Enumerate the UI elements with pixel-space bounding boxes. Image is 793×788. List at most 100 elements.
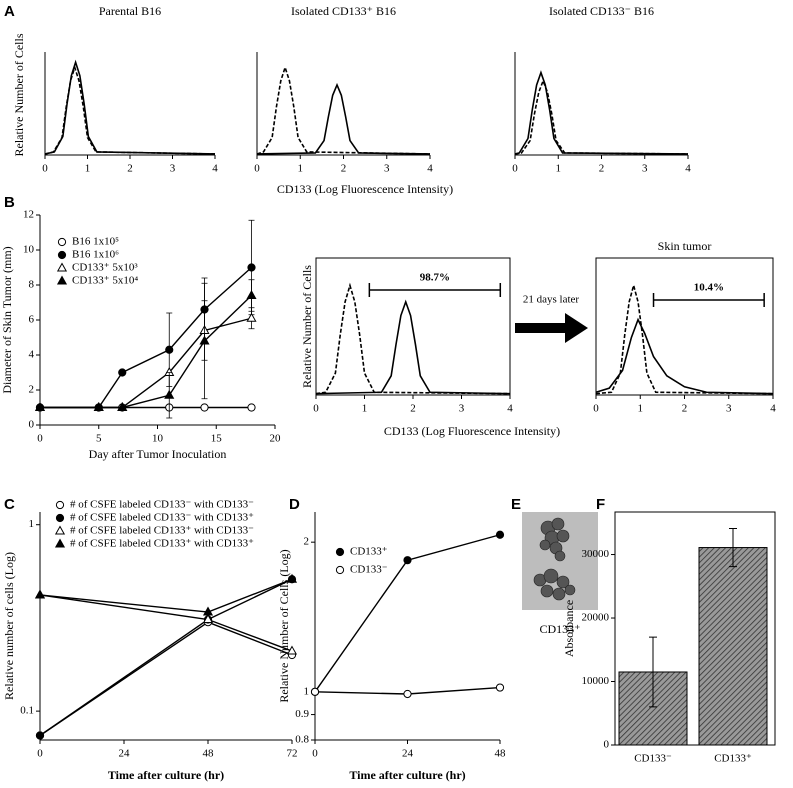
y-tick-label: 2 — [304, 536, 310, 548]
marker — [202, 614, 214, 624]
series-line — [39, 578, 293, 737]
panel-label: A — [4, 3, 15, 20]
x-tick-label: 2 — [127, 163, 133, 175]
frame — [614, 511, 776, 746]
legend-label: CD133⁻ — [350, 564, 388, 576]
marker — [310, 687, 320, 696]
series-line — [256, 64, 431, 155]
y-axis-label: Diameter of Skin Tumor (mm) — [0, 246, 14, 393]
x-axis-label: Time after culture (hr) — [349, 768, 465, 782]
gate-label: 10.4% — [694, 282, 724, 294]
x-tick-label: 3 — [642, 163, 648, 175]
panel-label: B — [4, 194, 15, 211]
chart-title: Parental B16 — [99, 4, 161, 18]
series-line — [256, 82, 431, 155]
x-tick-label: 5 — [96, 433, 102, 445]
x-tick-label: 15 — [211, 433, 223, 445]
legend-label: CD133⁺ 5x10³ — [72, 262, 138, 274]
y-tick-label: 8 — [29, 279, 35, 291]
marker — [403, 689, 412, 699]
x-tick-label: 0 — [42, 163, 48, 175]
x-tick-label: 1 — [85, 163, 91, 175]
marker — [202, 606, 214, 616]
y-axis-label: Relative Number of Cells (Log) — [277, 549, 291, 702]
marker — [93, 401, 104, 411]
marker — [118, 368, 127, 377]
image-label: CD133⁺ — [539, 622, 580, 636]
panel-label: D — [289, 496, 300, 513]
x-tick-label: CD133⁺ — [714, 753, 752, 765]
legend-label: CD133⁺ 5x10⁴ — [72, 275, 138, 287]
series-line — [40, 266, 252, 409]
legend-marker — [54, 538, 66, 548]
x-tick-label: 4 — [770, 403, 776, 415]
x-axis-label: CD133 (Log Fluorescence Intensity) — [384, 424, 560, 438]
series-line — [39, 578, 293, 613]
y-axis-label: Relative Number of Cells — [300, 265, 314, 388]
marker — [246, 289, 257, 299]
x-tick-label: 48 — [495, 748, 507, 760]
legend-marker — [57, 237, 67, 247]
y-tick-label: 6 — [29, 314, 35, 326]
series-line — [39, 594, 293, 652]
x-tick-label: 24 — [119, 748, 131, 760]
legend-marker — [55, 513, 65, 523]
x-tick-label: 4 — [427, 163, 433, 175]
legend-label: # of CSFE labeled CD133⁺ with CD133⁻ — [70, 525, 254, 537]
panel-label: C — [4, 496, 15, 513]
error-bar — [729, 528, 737, 568]
series-line — [39, 621, 293, 737]
legend-marker — [54, 525, 66, 535]
y-tick-label: 10000 — [582, 675, 610, 687]
cell-image — [522, 512, 598, 610]
marker — [200, 403, 209, 412]
bar — [698, 547, 768, 746]
x-tick-label: 0 — [312, 748, 318, 760]
marker — [34, 401, 46, 411]
x-tick-label: 2 — [341, 163, 347, 175]
y-tick-label: 0.8 — [295, 734, 309, 746]
legend-label: # of CSFE labeled CD133⁺ with CD133⁺ — [70, 538, 254, 550]
marker — [495, 683, 505, 692]
series-line — [595, 317, 774, 395]
legend-marker — [56, 275, 68, 285]
x-tick-label: 3 — [726, 403, 732, 415]
y-tick-label: 20000 — [582, 612, 610, 624]
legend-marker — [335, 565, 345, 575]
series-line — [315, 282, 511, 395]
legend-label: CD133⁺ — [350, 546, 388, 558]
legend-marker — [57, 250, 67, 260]
marker — [164, 389, 175, 399]
gate — [652, 293, 765, 307]
marker — [247, 263, 256, 272]
x-tick-label: 4 — [685, 163, 691, 175]
y-axis-label: Relative Number of Cells — [12, 33, 26, 156]
y-tick-label: 0 — [604, 739, 610, 751]
series-line — [514, 70, 689, 155]
x-tick-label: 0 — [593, 403, 599, 415]
marker — [199, 335, 210, 345]
x-tick-label: CD133⁻ — [634, 753, 672, 765]
x-tick-label: 0 — [254, 163, 260, 175]
legend-marker — [335, 547, 345, 557]
x-tick-label: 2 — [599, 163, 605, 175]
arrow-label: 21 days later — [523, 294, 580, 306]
x-tick-label: 0 — [37, 433, 43, 445]
series-line — [514, 78, 689, 155]
x-tick-label: 0 — [512, 163, 518, 175]
y-tick-label: 2 — [29, 384, 35, 396]
marker — [165, 345, 174, 354]
marker — [286, 573, 298, 583]
x-tick-label: 0 — [37, 748, 43, 760]
y-tick-label: 0 — [29, 419, 35, 431]
legend-marker — [56, 262, 68, 272]
x-tick-label: 4 — [212, 163, 218, 175]
y-tick-label: 1 — [304, 685, 310, 697]
marker — [403, 556, 412, 565]
y-axis-label: Relative number of cells (Log) — [2, 552, 16, 700]
gate-label: 98.7% — [420, 272, 450, 284]
gate — [368, 283, 502, 297]
chart-title: Isolated CD133⁺ B16 — [291, 4, 396, 18]
panel-label: E — [511, 496, 521, 513]
